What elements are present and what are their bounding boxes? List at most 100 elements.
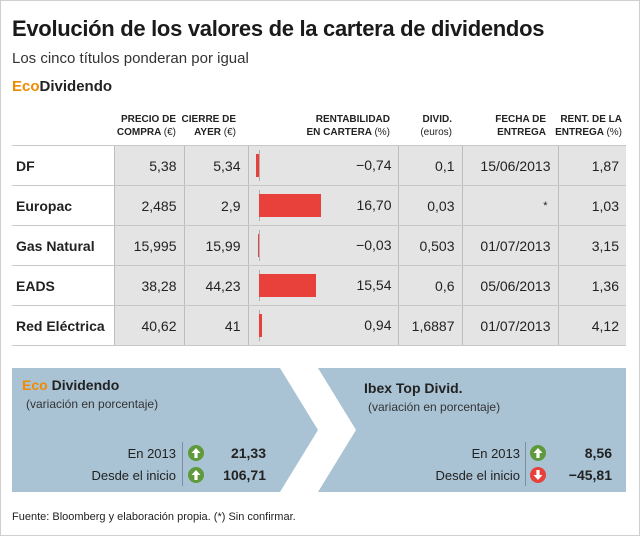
rentabilidad-bar bbox=[255, 154, 259, 177]
row-fecha: * bbox=[461, 185, 558, 226]
row-rent-entrega: 4,12 bbox=[557, 305, 626, 346]
row-rentabilidad-bar-wrap: 15,54 bbox=[249, 266, 398, 305]
rentabilidad-bar bbox=[258, 314, 262, 337]
table-row: EADS 38,28 44,23 15,54 0,6 05/06/2013 1,36 bbox=[12, 265, 626, 306]
rentabilidad-bar bbox=[258, 274, 317, 297]
col-header-precio-line2: COMPRA bbox=[116, 127, 161, 138]
row-name: Red Eléctrica bbox=[12, 305, 114, 346]
row-divid: 1,6887 bbox=[397, 305, 462, 346]
row-rentabilidad-cell: 15,54 bbox=[247, 265, 398, 306]
row-name: Gas Natural bbox=[12, 225, 114, 266]
row-precio: 40,62 bbox=[113, 305, 184, 346]
row-name: DF bbox=[12, 145, 114, 186]
brand-rest: Dividendo bbox=[39, 78, 113, 95]
brand-eco: Eco bbox=[12, 78, 40, 95]
col-header-precio-line1: PRECIO DE bbox=[120, 114, 176, 125]
row-fecha: 15/06/2013 bbox=[461, 145, 558, 186]
row-divid: 0,6 bbox=[397, 265, 462, 306]
row-name: Europac bbox=[12, 185, 114, 226]
row-divid: 0,503 bbox=[397, 225, 462, 266]
up-arrow-icon bbox=[188, 467, 204, 483]
rentabilidad-value: −0,03 bbox=[356, 237, 392, 253]
row-rentabilidad-cell: 16,70 bbox=[247, 185, 398, 226]
col-header-cierre-line1: CIERRE DE bbox=[181, 114, 236, 125]
row-rent-entrega: 1,03 bbox=[557, 185, 626, 226]
rentabilidad-value: −0,74 bbox=[356, 157, 392, 173]
col-header-fecha: FECHA DE ENTREGA bbox=[478, 113, 546, 139]
row-rentabilidad-bar-wrap: −0,74 bbox=[249, 147, 398, 185]
row-fecha: 01/07/2013 bbox=[461, 225, 558, 266]
row-rent-entrega: 3,15 bbox=[557, 225, 626, 266]
col-header-cierre: CIERRE DE AYER (€) bbox=[178, 113, 236, 139]
panel-ecodividendo-title-eco: Eco bbox=[22, 377, 48, 393]
panel-ecodividendo-row1-value: 21,33 bbox=[230, 445, 266, 461]
up-arrow-icon bbox=[530, 445, 546, 461]
page-title: Evolución de los valores de la cartera d… bbox=[12, 16, 545, 41]
col-header-fecha-line1: FECHA DE bbox=[495, 114, 546, 125]
table-row: Europac 2,485 2,9 16,70 0,03 * 1,03 bbox=[12, 185, 626, 226]
table-row: Red Eléctrica 40,62 41 0,94 1,6887 01/07/2013… bbox=[12, 305, 626, 346]
col-header-rentent-line2: ENTREGA bbox=[555, 127, 604, 138]
col-header-cierre-unit: (€) bbox=[223, 127, 236, 138]
down-arrow-icon bbox=[530, 467, 546, 483]
panel-ibex-row2-label: Desde el inicio bbox=[435, 468, 520, 483]
col-header-divid-unit: (euros) bbox=[420, 127, 452, 138]
row-fecha: 05/06/2013 bbox=[461, 265, 558, 306]
rentabilidad-value: 16,70 bbox=[356, 197, 392, 213]
col-header-rentent-line1: RENT. DE LA bbox=[560, 114, 622, 125]
row-divid: 0,03 bbox=[397, 185, 462, 226]
rentabilidad-bar bbox=[258, 194, 321, 217]
page-subtitle: Los cinco títulos ponderan por igual bbox=[12, 50, 249, 67]
panel-ibex-subtitle: (variación en porcentaje) bbox=[368, 400, 501, 414]
col-header-rent-entrega: RENT. DE LA ENTREGA (%) bbox=[548, 113, 622, 139]
col-header-rent-line1: RENTABILIDAD bbox=[315, 114, 390, 125]
panel-ecodividendo-row2-label: Desde el inicio bbox=[91, 468, 176, 483]
row-rentabilidad-cell: −0,03 bbox=[247, 225, 398, 266]
table-row: DF 5,38 5,34 −0,74 0,1 15/06/2013 1,87 bbox=[12, 145, 626, 186]
up-arrow-icon bbox=[188, 445, 204, 461]
panel-ecodividendo-row2-value: 106,71 bbox=[223, 467, 266, 483]
col-header-precio: PRECIO DE COMPRA (€) bbox=[108, 113, 176, 139]
panel-ibex-shape bbox=[318, 368, 626, 492]
panel-ecodividendo-arrow-shape bbox=[12, 368, 318, 492]
dividend-table: DF 5,38 5,34 −0,74 0,1 15/06/2013 1,87 Europac 2… bbox=[12, 145, 626, 346]
panel-ecodividendo-subtitle: (variación en porcentaje) bbox=[26, 397, 159, 411]
col-header-divid: DIVID. (euros) bbox=[400, 113, 452, 139]
row-precio: 15,995 bbox=[113, 225, 184, 266]
panel-ecodividendo-title: Eco Dividendo bbox=[22, 377, 119, 393]
row-divid: 0,1 bbox=[397, 145, 462, 186]
dividend-table-body: DF 5,38 5,34 −0,74 0,1 15/06/2013 1,87 Europac 2… bbox=[12, 145, 626, 346]
panel-ecodividendo-title-rest: Dividendo bbox=[51, 377, 120, 393]
col-header-divid-line1: DIVID. bbox=[422, 114, 452, 125]
col-header-rent-unit: (%) bbox=[374, 127, 390, 138]
row-precio: 5,38 bbox=[113, 145, 184, 186]
row-precio: 38,28 bbox=[113, 265, 184, 306]
row-cierre: 44,23 bbox=[183, 265, 248, 306]
panel-ibex-separator bbox=[525, 442, 526, 486]
source-note: Fuente: Bloomberg y elaboración propia. … bbox=[12, 511, 296, 523]
panel-ibex-title: Ibex Top Divid. bbox=[364, 380, 463, 396]
panel-ibex-row1-value: 8,56 bbox=[584, 445, 612, 461]
panel-ecodividendo-shape bbox=[12, 368, 318, 492]
col-header-rentabilidad: RENTABILIDAD EN CARTERA (%) bbox=[290, 113, 390, 139]
row-rentabilidad-cell: 0,94 bbox=[247, 305, 398, 346]
bar-axis bbox=[258, 230, 260, 261]
panel-ibex-chevron-shape bbox=[318, 368, 626, 492]
panel-ecodividendo-row1-label: En 2013 bbox=[127, 446, 176, 461]
row-cierre: 41 bbox=[183, 305, 248, 346]
col-header-fecha-line2: ENTREGA bbox=[497, 127, 546, 138]
panel-ibex-row1-label: En 2013 bbox=[471, 446, 520, 461]
panel-ibex-top-divid: Ibex Top Divid. (variación en porcentaje… bbox=[318, 368, 626, 492]
rentabilidad-value: 15,54 bbox=[356, 277, 392, 293]
row-rentabilidad-bar-wrap: 0,94 bbox=[249, 306, 398, 345]
rentabilidad-value: 0,94 bbox=[364, 317, 392, 333]
row-precio: 2,485 bbox=[113, 185, 184, 226]
row-rentabilidad-cell: −0,74 bbox=[247, 145, 398, 186]
row-cierre: 2,9 bbox=[183, 185, 248, 226]
row-rentabilidad-bar-wrap: 16,70 bbox=[249, 186, 398, 225]
bar-axis bbox=[258, 150, 260, 181]
panel-ecodividendo: Eco Dividendo (variación en porcentaje) … bbox=[12, 368, 318, 492]
row-fecha: 01/07/2013 bbox=[461, 305, 558, 346]
panel-ibex-row2-value: −45,81 bbox=[568, 467, 612, 483]
row-name: EADS bbox=[12, 265, 114, 306]
